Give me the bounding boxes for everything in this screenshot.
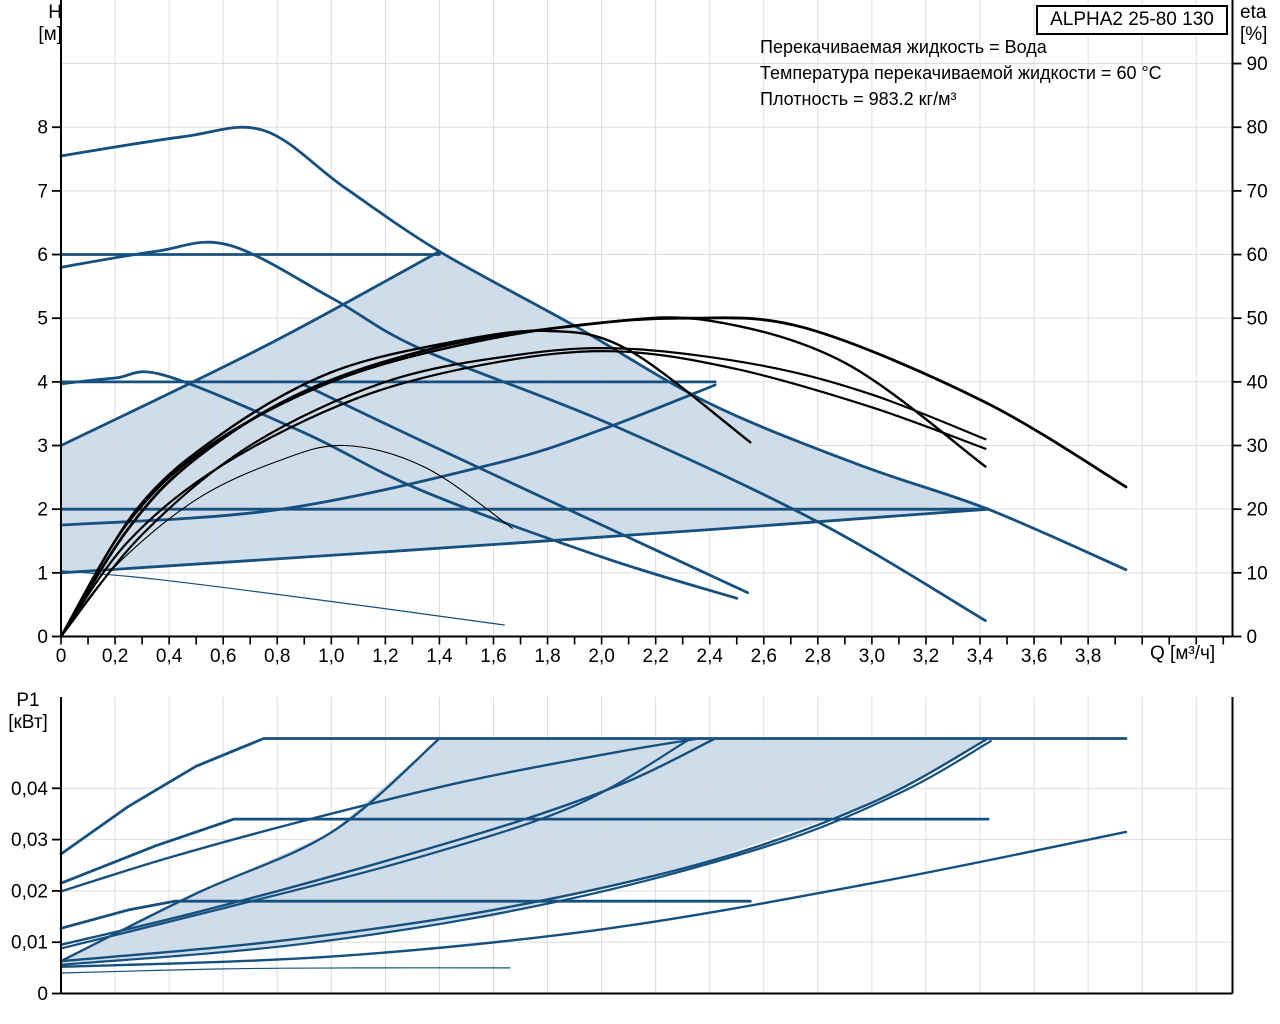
h-axis-title: H [м] (38, 2, 62, 45)
y-tick-label: 0 (37, 627, 48, 648)
y2-tick-label: 60 (1247, 245, 1268, 266)
x-tick-label: 0 (56, 646, 67, 667)
x-tick-label: 2,2 (642, 646, 668, 667)
speed-2-setting-curve (302, 383, 749, 594)
p1-speed1-curve (59, 899, 752, 930)
x-tick-label: 0,2 (102, 646, 128, 667)
p1-cp2-rise-a-curve (59, 737, 990, 963)
y-tick-label: 0,03 (11, 830, 48, 851)
eta-speed3b-curve (59, 316, 987, 638)
y2-tick-label: 10 (1247, 563, 1268, 584)
x-tick-label: 3,2 (913, 646, 939, 667)
y2-tick-label: 70 (1247, 181, 1268, 202)
p1-pp1-bottom-curve (59, 830, 1128, 968)
power-flow-plot: 0 0,01 0,02 0,03 0,04 (11, 697, 1234, 1005)
speed-1-curve (59, 370, 739, 600)
eta-speed2-curve (59, 329, 752, 638)
x-tick-label: 0,4 (156, 646, 183, 667)
fluid-info-line: Температура перекачиваемой жидкости = 60… (760, 63, 1162, 83)
y2-tick-label: 80 (1247, 118, 1268, 139)
eta-mid-b-curve (59, 350, 987, 638)
y-tick-label: 3 (37, 436, 48, 457)
p1-cp4-rise-a-curve (59, 737, 717, 946)
y2-tick-label: 20 (1247, 500, 1268, 521)
p1-speed2-curve (59, 817, 990, 885)
x-tick-label: 2,8 (805, 646, 831, 667)
y2-tick-label: 50 (1247, 309, 1268, 330)
series (59, 125, 1128, 638)
x-tick-label: 1,8 (534, 646, 560, 667)
y2-tick-label: 90 (1247, 54, 1268, 75)
x-tick-label: 3,8 (1075, 646, 1101, 667)
x-tick-label: 3,0 (859, 646, 885, 667)
speed-3-max-curve (59, 125, 1128, 572)
x-tick-label: 1,2 (372, 646, 398, 667)
series (59, 737, 1128, 974)
x-tick-label: 1,0 (318, 646, 344, 667)
p1-pp3-rise-curve (59, 737, 441, 963)
y-tick-label: 6 (37, 245, 48, 266)
gridlines (61, 697, 1233, 994)
x-tick-label: 3,4 (967, 646, 994, 667)
prop-pressure-3-curve (59, 250, 441, 447)
y-tick-label: 0,02 (11, 881, 48, 902)
eta-axis-title: eta [%] (1240, 2, 1268, 45)
y2-tick-label: 0 (1247, 627, 1258, 648)
speed-min-thin-curve (60, 570, 505, 626)
fluid-info-line: Плотность = 983.2 кг/м³ (760, 89, 957, 109)
autoadapt-power-range (61, 738, 989, 966)
x-tick-label: 1,4 (426, 646, 453, 667)
axes: 0 0,01 0,02 0,03 0,04 (11, 697, 1234, 1005)
p1-speed2-rise-curve (59, 737, 701, 893)
eta-mid-a-curve (59, 346, 987, 638)
x-tick-label: 2,6 (751, 646, 777, 667)
x-tick-label: 0,6 (210, 646, 236, 667)
p1-min-thin-curve (60, 967, 511, 974)
y-tick-label: 5 (37, 309, 48, 330)
head-flow-plot: 0 0,2 0,4 0,6 0,8 1,0 1,2 1,4 1,6 1,8 2,0 2,2 2,4 2,6… (37, 0, 1268, 667)
y-tick-label: 0 (37, 984, 48, 1005)
fluid-info-line: Перекачиваемая жидкость = Вода (760, 37, 1047, 57)
y-tick-label: 8 (37, 118, 48, 139)
eta-min-thin-curve (60, 444, 513, 638)
y-tick-label: 0,04 (11, 779, 48, 800)
p1-cp4-rise-b-curve (59, 737, 692, 950)
y2-tick-label: 30 (1247, 436, 1268, 457)
y-tick-label: 2 (37, 500, 48, 521)
y-tick-label: 7 (37, 181, 48, 202)
fluid-info: Перекачиваемая жидкость = Вода Температу… (760, 34, 1162, 112)
y2-tick-label: 40 (1247, 372, 1268, 393)
x-tick-label: 1,6 (480, 646, 506, 667)
x-tick-label: 2,0 (588, 646, 614, 667)
p1-cp2-rise-b-curve (59, 740, 992, 966)
y-tick-label: 1 (37, 563, 48, 584)
prop-pressure-2-curve (59, 383, 717, 527)
axes: 0 0,2 0,4 0,6 0,8 1,0 1,2 1,4 1,6 1,8 2,0 2,2 2,4 2,6… (37, 0, 1268, 667)
p1-axis-title: P1 [кВт] (8, 690, 48, 733)
x-tick-label: 0,8 (264, 646, 290, 667)
y-tick-label: 4 (37, 372, 48, 393)
prop-pressure-1-curve (59, 507, 990, 575)
pump-model-badge: ALPHA2 25-80 130 (1036, 5, 1228, 35)
y-tick-label: 0,01 (11, 933, 48, 954)
x-tick-label: 3,6 (1021, 646, 1047, 667)
regions (61, 738, 989, 966)
x-tick-label: 2,4 (697, 646, 724, 667)
p1-speed3-max-curve (59, 737, 1128, 856)
q-axis-title: Q [м³/ч] (1150, 643, 1216, 664)
